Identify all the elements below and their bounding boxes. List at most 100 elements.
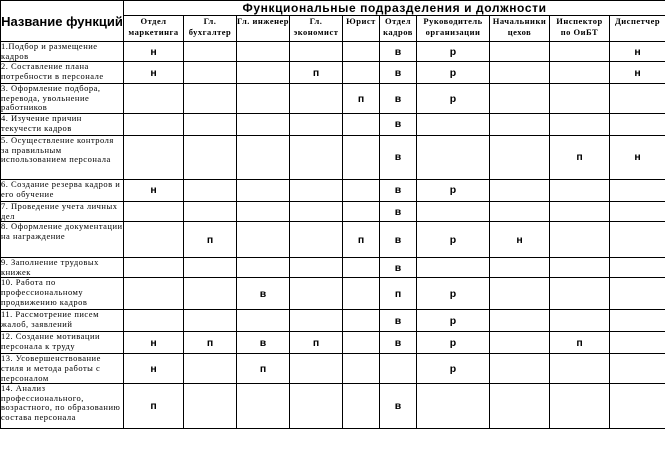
responsibility-mark-cell bbox=[123, 134, 184, 180]
responsibility-mark-cell: в bbox=[236, 277, 290, 311]
function-cell: 3. Оформление подбора, перевода, увольне… bbox=[0, 83, 124, 114]
responsibility-mark-cell bbox=[608, 83, 665, 114]
responsibility-mark-cell bbox=[489, 383, 550, 430]
responsibility-mark-cell bbox=[183, 40, 237, 63]
responsibility-mark-cell bbox=[416, 383, 490, 430]
responsibility-mark-cell bbox=[416, 257, 490, 279]
responsibility-mark-cell bbox=[489, 61, 550, 85]
responsibility-mark-cell bbox=[236, 134, 290, 180]
responsibility-mark-cell bbox=[236, 178, 290, 202]
departments-group-header: Функциональные подразделения и должности bbox=[122, 0, 665, 16]
function-cell: 7. Проведение учета личных дел bbox=[0, 200, 124, 223]
table-row: 6. Создание резерва кадров и его обучени… bbox=[0, 178, 665, 202]
matrix-body: 1.Подбор и размещение кадров н в р н 2. Соста… bbox=[0, 40, 665, 430]
responsibility-mark-cell bbox=[549, 383, 610, 430]
table-row: 8. Оформление документации на награждени… bbox=[0, 221, 665, 259]
table-row: 7. Проведение учета личных дел в bbox=[0, 200, 665, 223]
responsibility-mark-cell bbox=[123, 112, 184, 136]
responsibility-mark-cell: в bbox=[379, 112, 417, 136]
responsibility-mark-cell bbox=[183, 257, 237, 279]
responsibility-mark-cell: н bbox=[608, 134, 665, 180]
responsibility-mark-cell bbox=[236, 112, 290, 136]
responsibility-mark-cell bbox=[289, 112, 343, 136]
department-header: Диспетчер bbox=[608, 15, 665, 42]
responsibility-mark-cell: р bbox=[416, 83, 490, 114]
department-header: Гл. инженер bbox=[236, 15, 290, 42]
responsibility-mark-cell bbox=[608, 221, 665, 259]
responsibility-mark-cell: в bbox=[379, 200, 417, 223]
responsibility-mark-cell bbox=[608, 112, 665, 136]
table-row: 3. Оформление подбора, перевода, увольне… bbox=[0, 83, 665, 114]
responsibility-mark-cell bbox=[342, 331, 380, 355]
responsibility-mark-cell bbox=[342, 61, 380, 85]
responsibility-mark-cell: в bbox=[236, 331, 290, 355]
responsibility-mark-cell bbox=[183, 112, 237, 136]
responsibility-mark-cell bbox=[342, 257, 380, 279]
responsibility-mark-cell: п bbox=[183, 331, 237, 355]
responsibility-mark-cell bbox=[236, 83, 290, 114]
responsibility-mark-cell bbox=[236, 221, 290, 259]
table-row: 12. Создание мотивации персонала к труду… bbox=[0, 331, 665, 355]
responsibility-mark-cell bbox=[608, 353, 665, 385]
responsibility-mark-cell: в bbox=[379, 134, 417, 180]
responsibility-mark-cell bbox=[236, 257, 290, 279]
responsibility-mark-cell: в bbox=[379, 331, 417, 355]
function-cell: 4. Изучение причин текучести кадров bbox=[0, 112, 124, 136]
department-header: Отдел маркетинга bbox=[123, 15, 184, 42]
table-row: 9. Заполнение трудовых книжек в bbox=[0, 257, 665, 279]
responsibility-mark-cell bbox=[123, 200, 184, 223]
responsibility-mark-cell bbox=[608, 331, 665, 355]
department-header: Гл. бухгалтер bbox=[183, 15, 237, 42]
responsibility-mark-cell bbox=[489, 200, 550, 223]
table-row: 13. Усовершенствование стиля и метода ра… bbox=[0, 353, 665, 385]
responsibility-mark-cell bbox=[289, 257, 343, 279]
table-row: 14. Анализ профессионального, возрастног… bbox=[0, 383, 665, 430]
department-header-row: Отдел маркетинга Гл. бухгалтер Гл. инженер… bbox=[1, 15, 665, 42]
responsibility-mark-cell bbox=[342, 383, 380, 430]
department-header: Отдел кадров bbox=[379, 15, 417, 42]
responsibility-mark-cell bbox=[183, 134, 237, 180]
responsibility-mark-cell bbox=[289, 83, 343, 114]
responsibility-mark-cell: н bbox=[608, 61, 665, 85]
responsibility-mark-cell bbox=[183, 83, 237, 114]
responsibility-mark-cell bbox=[416, 200, 490, 223]
responsibility-mark-cell bbox=[608, 257, 665, 279]
responsibility-mark-cell: н bbox=[489, 221, 550, 259]
responsibility-mark-cell: в bbox=[379, 40, 417, 63]
responsibility-matrix-table: Название функций Функциональные подразде… bbox=[0, 0, 665, 430]
responsibility-mark-cell bbox=[342, 200, 380, 223]
responsibility-mark-cell bbox=[549, 257, 610, 279]
responsibility-mark-cell bbox=[608, 200, 665, 223]
department-header: Инспектор по ОиБТ bbox=[549, 15, 610, 42]
responsibility-mark-cell bbox=[123, 83, 184, 114]
responsibility-mark-cell bbox=[342, 309, 380, 333]
responsibility-mark-cell bbox=[549, 83, 610, 114]
department-header: Руководитель организации bbox=[416, 15, 490, 42]
table-row: 1.Подбор и размещение кадров н в р н bbox=[0, 40, 665, 63]
responsibility-mark-cell: р bbox=[416, 353, 490, 385]
table-row: 4. Изучение причин текучести кадров в bbox=[0, 112, 665, 136]
responsibility-mark-cell bbox=[489, 257, 550, 279]
responsibility-mark-cell bbox=[549, 221, 610, 259]
responsibility-mark-cell bbox=[608, 383, 665, 430]
responsibility-mark-cell bbox=[342, 178, 380, 202]
responsibility-mark-cell bbox=[236, 40, 290, 63]
responsibility-mark-cell bbox=[489, 353, 550, 385]
responsibility-mark-cell: п bbox=[549, 134, 610, 180]
responsibility-mark-cell: в bbox=[379, 61, 417, 85]
responsibility-mark-cell bbox=[123, 257, 184, 279]
function-cell: 14. Анализ профессионального, возрастног… bbox=[0, 383, 124, 430]
responsibility-mark-cell: р bbox=[416, 277, 490, 311]
responsibility-mark-cell: н bbox=[123, 61, 184, 85]
responsibility-mark-cell bbox=[489, 277, 550, 311]
responsibility-mark-cell: в bbox=[379, 257, 417, 279]
department-header: Начальники цехов bbox=[489, 15, 550, 42]
department-header: Гл. экономист bbox=[289, 15, 343, 42]
table-row: 10. Работа по профессиональному продвиже… bbox=[0, 277, 665, 311]
responsibility-mark-cell bbox=[608, 309, 665, 333]
responsibility-mark-cell bbox=[549, 61, 610, 85]
responsibility-mark-cell bbox=[289, 40, 343, 63]
responsibility-mark-cell: н bbox=[123, 178, 184, 202]
responsibility-mark-cell bbox=[342, 353, 380, 385]
table-row: 5. Осуществление контроля за правильным … bbox=[0, 134, 665, 180]
